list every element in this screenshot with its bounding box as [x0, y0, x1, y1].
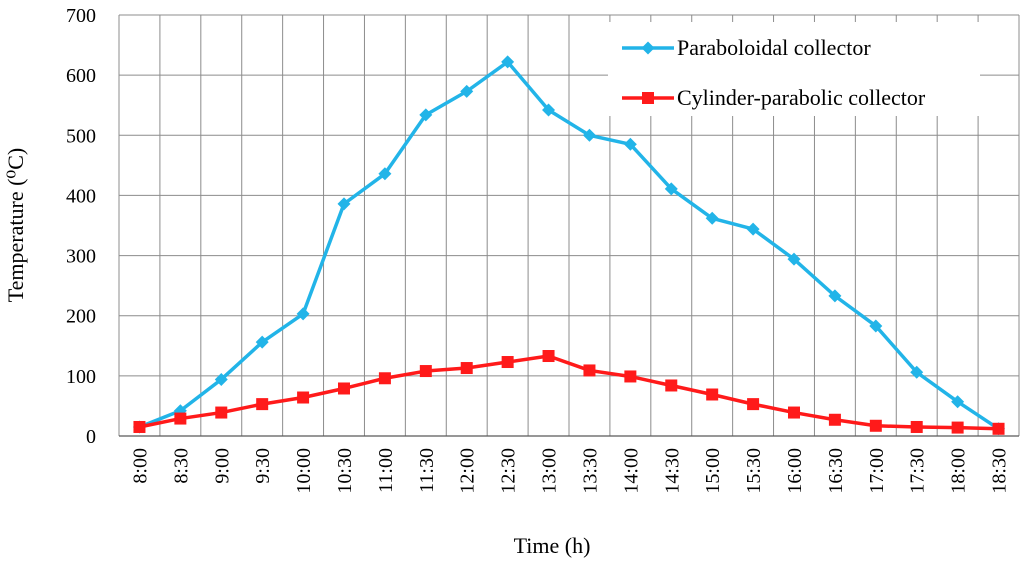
data-point	[378, 372, 391, 385]
data-point	[174, 412, 187, 425]
y-tick-label: 500	[66, 125, 96, 147]
y-tick-label: 400	[66, 185, 96, 207]
data-point	[501, 55, 515, 69]
x-axis-title: Time (h)	[514, 533, 591, 558]
data-point	[951, 421, 964, 434]
series-line	[139, 354, 999, 431]
x-tick-label: 12:00	[457, 448, 479, 494]
series-1	[132, 55, 1006, 436]
data-point	[337, 197, 351, 211]
data-point	[664, 182, 678, 196]
x-tick-label: 14:30	[661, 448, 683, 494]
data-point	[583, 364, 596, 377]
x-tick-label: 14:00	[620, 448, 642, 494]
data-point	[869, 419, 882, 432]
x-tick-label: 15:30	[743, 448, 765, 494]
data-point	[133, 420, 146, 433]
legend-marker	[642, 92, 654, 104]
data-point	[787, 252, 801, 266]
data-point	[788, 406, 800, 419]
data-point	[910, 420, 923, 433]
x-tick-label: 18:00	[948, 448, 970, 494]
x-tick-label: 17:00	[866, 448, 888, 494]
legend-item: Paraboloidal collector	[622, 35, 871, 60]
y-tick-label: 200	[66, 306, 96, 328]
data-point	[215, 406, 228, 419]
series-2	[133, 350, 1005, 435]
data-point	[338, 382, 350, 395]
y-tick-label: 600	[66, 65, 96, 87]
y-axis-title: Temperature (⁰C)	[3, 148, 28, 302]
legend: Paraboloidal collector Cylinder-parabolic…	[608, 22, 980, 116]
y-tick-label: 700	[66, 5, 96, 27]
x-tick-label: 13:00	[539, 448, 561, 494]
series-group	[132, 55, 1006, 436]
data-point	[665, 379, 678, 392]
data-point	[623, 137, 637, 151]
y-tick-label: 300	[66, 246, 96, 268]
x-tick-label: 13:30	[579, 448, 601, 494]
data-point	[255, 335, 269, 349]
data-point	[501, 356, 514, 369]
data-point	[828, 289, 842, 303]
data-point	[582, 128, 596, 142]
data-point	[419, 365, 432, 378]
legend-label: Paraboloidal collector	[677, 35, 871, 60]
x-tick-label: 11:00	[375, 448, 397, 493]
x-tick-label: 9:30	[252, 448, 274, 484]
grid-lines	[118, 14, 1020, 437]
data-point	[992, 422, 1005, 435]
x-axis-ticks: 8:00 8:30 9:00 9:30 10:00 10:30 11:00 11:30 12:0…	[129, 448, 1010, 494]
data-point	[828, 413, 841, 426]
data-point	[869, 319, 883, 333]
x-tick-label: 12:30	[498, 448, 520, 494]
x-tick-label: 10:00	[293, 448, 315, 494]
x-tick-label: 9:00	[211, 448, 233, 484]
x-tick-label: 10:30	[334, 448, 356, 494]
data-point	[460, 84, 474, 98]
data-point	[746, 222, 760, 236]
legend-background	[608, 22, 980, 116]
data-point	[542, 350, 555, 363]
data-point	[747, 398, 760, 411]
y-tick-label: 0	[86, 426, 96, 448]
x-tick-label: 18:30	[989, 448, 1011, 494]
legend-marker	[641, 41, 655, 55]
data-point	[706, 388, 719, 401]
x-tick-label: 17:30	[907, 448, 929, 494]
y-tick-label: 100	[66, 366, 96, 388]
data-point	[296, 307, 310, 321]
data-point	[297, 391, 310, 404]
data-point	[624, 370, 637, 383]
data-point	[951, 395, 965, 409]
data-point	[256, 398, 269, 411]
data-point	[460, 362, 473, 375]
x-tick-label: 8:30	[170, 448, 192, 484]
data-point	[378, 167, 392, 181]
x-tick-label: 15:00	[702, 448, 724, 494]
legend-label: Cylinder-parabolic collector	[677, 85, 926, 110]
x-tick-label: 16:00	[784, 448, 806, 494]
data-point	[542, 103, 556, 117]
data-point	[214, 372, 228, 386]
series-line	[138, 60, 1000, 431]
data-point	[705, 211, 719, 225]
legend-item: Cylinder-parabolic collector	[622, 85, 926, 110]
y-axis-ticks: 0 100 200 300 400 500 600 700	[66, 5, 96, 448]
data-point	[910, 365, 924, 379]
data-point	[419, 108, 433, 122]
x-tick-label: 8:00	[129, 448, 151, 484]
x-tick-label: 11:30	[416, 448, 438, 493]
x-tick-label: 16:30	[825, 448, 847, 494]
